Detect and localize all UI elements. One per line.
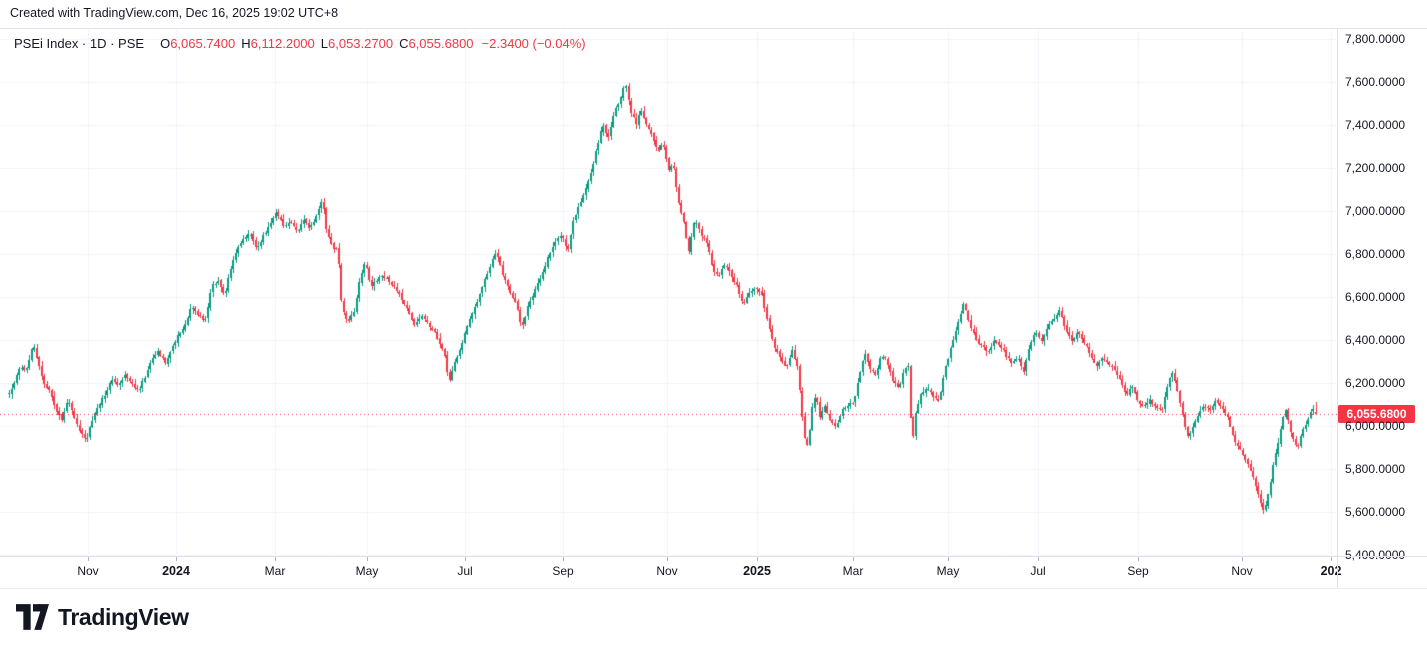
tradingview-wordmark: TradingView (58, 603, 189, 630)
attribution-link[interactable]: Created with TradingView.com, Dec 16, 20… (10, 6, 339, 20)
price-tick-label: 7,200.0000 (1345, 161, 1406, 175)
price-tick-label: 7,600.0000 (1345, 75, 1406, 89)
time-tick-mark (757, 557, 758, 561)
time-tick-mark (667, 557, 668, 561)
time-tick-mark (88, 557, 89, 561)
time-tick-label: Sep (1127, 564, 1149, 578)
legend-high-letter: H (241, 36, 251, 51)
time-tick-label: Sep (552, 564, 574, 578)
time-tick-mark (1038, 557, 1039, 561)
chart-legend: PSEi Index · 1D · PSE O6,065.7400 H6,112.2… (14, 36, 586, 51)
price-tick-label: 6,000.0000 (1345, 419, 1406, 433)
last-price-label: 6,055.6800 (1338, 405, 1415, 424)
time-tick-mark (176, 557, 177, 561)
price-tick-label: 6,200.0000 (1345, 376, 1406, 390)
legend-high-value: 6,112.2000 (250, 36, 315, 51)
price-scale-axis[interactable]: 6,055.6800 7,800.0000 7,600.0000 7,400.000… (1337, 28, 1427, 562)
price-tick-label: 7,800.0000 (1345, 32, 1406, 46)
tradingview-logo-icon[interactable] (16, 604, 49, 630)
tradingview-branding[interactable]: TradingView (16, 601, 189, 633)
price-tick-label: 7,400.0000 (1345, 118, 1406, 132)
legend-change-value: −2.3400 (−0.04%) (481, 36, 586, 51)
legend-low-value: 6,053.2700 (328, 36, 394, 51)
time-tick-label: Jul (1030, 564, 1046, 578)
legend-symbol-title: PSEi Index · 1D · PSE (14, 36, 145, 51)
time-tick-label: Nov (656, 564, 678, 578)
pane-top-divider (0, 28, 1427, 29)
time-tick-label: Jul (457, 564, 473, 578)
time-tick-label: 2024 (162, 564, 190, 578)
legend-low-letter: L (320, 36, 328, 51)
time-tick-mark (563, 557, 564, 561)
price-tick-label: 5,400.0000 (1345, 548, 1406, 562)
bottom-divider (0, 588, 1427, 589)
legend-close-letter: C (399, 36, 409, 51)
time-tick-mark (1331, 557, 1332, 561)
price-tick-label: 5,600.0000 (1345, 505, 1406, 519)
price-tick-label: 6,600.0000 (1345, 290, 1406, 304)
price-tick-label: 6,800.0000 (1345, 247, 1406, 261)
time-tick-mark (367, 557, 368, 561)
time-tick-mark (1242, 557, 1243, 561)
candlestick-chart-canvas[interactable] (0, 29, 1337, 557)
price-tick-label: 6,400.0000 (1345, 333, 1406, 347)
time-tick-mark (275, 557, 276, 561)
time-tick-label: Mar (842, 564, 864, 578)
time-tick-label: May (355, 564, 379, 578)
time-scale-axis[interactable]: Nov 2024 Mar May Jul Sep Nov 2025 Mar May Jul Sep No… (0, 557, 1427, 588)
legend-open-value: 6,065.7400 (170, 36, 236, 51)
time-tick-label: Nov (1231, 564, 1253, 578)
time-axis-divider (0, 556, 1427, 557)
time-tick-label: Mar (264, 564, 286, 578)
time-tick-mark (465, 557, 466, 561)
time-tick-label: Nov (77, 564, 99, 578)
time-tick-mark (1138, 557, 1139, 561)
price-scale-divider (1337, 28, 1338, 588)
legend-close-value: 6,055.6800 (408, 36, 474, 51)
legend-open-letter: O (160, 36, 171, 51)
time-tick-label: 2025 (743, 564, 771, 578)
time-tick-label: 202 (1320, 564, 1342, 578)
time-tick-mark (853, 557, 854, 561)
time-tick-mark (948, 557, 949, 561)
time-tick-label: May (936, 564, 960, 578)
price-tick-label: 5,800.0000 (1345, 462, 1406, 476)
price-tick-label: 7,000.0000 (1345, 204, 1406, 218)
